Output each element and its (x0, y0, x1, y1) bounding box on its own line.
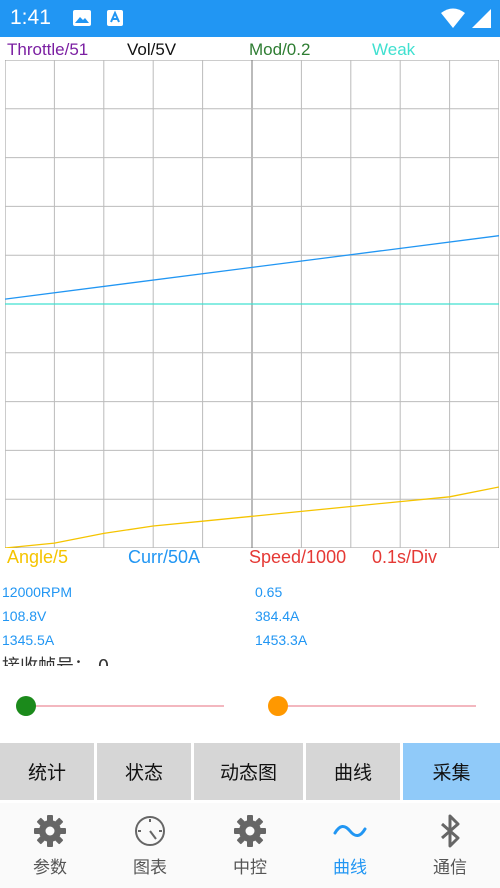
nav-charts-label: 图表 (133, 858, 167, 878)
reading-modulation: 0.65 (255, 584, 283, 600)
chart-series (5, 235, 499, 548)
gauge-icon (135, 816, 165, 846)
gear-icon (34, 815, 66, 847)
reading-current-c: 1453.3A (255, 632, 308, 648)
reading-rpm: 12000RPM (2, 584, 73, 600)
slider-left-thumb[interactable] (16, 696, 36, 716)
legend-speed: Speed/1000 (249, 547, 347, 567)
stats-button[interactable]: 统计 (0, 743, 94, 800)
frame-count-label: 接收帧号： 0 (2, 652, 109, 666)
slider-right-thumb[interactable] (268, 696, 288, 716)
dynamic-chart-button[interactable]: 动态图 (194, 743, 303, 800)
slider-left-track[interactable] (26, 705, 224, 707)
status-button[interactable]: 状态 (97, 743, 191, 800)
nav-curve[interactable]: 曲线 (300, 803, 400, 888)
legend-current: Curr/50A (128, 547, 201, 567)
signal-icon (472, 9, 491, 28)
status-bar: 1:41 (0, 0, 500, 37)
image-icon (73, 10, 91, 26)
bluetooth-icon (441, 814, 460, 848)
legend-throttle: Throttle/51 (7, 40, 89, 59)
status-time: 1:41 (10, 6, 51, 29)
slider-left[interactable] (16, 696, 224, 716)
slider-right-track[interactable] (278, 705, 476, 707)
legend-weak: Weak (372, 40, 416, 59)
legend-modulation: Mod/0.2 (249, 40, 311, 59)
readings-panel: 12000RPM 0.65 108.8V 384.4A 1345.5A 1453… (0, 578, 500, 666)
wifi-icon (441, 8, 465, 28)
reading-current-b: 1345.5A (2, 632, 55, 648)
reading-voltage: 108.8V (2, 608, 47, 624)
slider-right[interactable] (268, 696, 476, 716)
series-line-curr (5, 235, 499, 300)
capture-button[interactable]: 采集 (403, 743, 500, 800)
legend-angle: Angle/5 (7, 547, 69, 567)
nav-comm-label: 通信 (433, 858, 467, 878)
curve-button[interactable]: 曲线 (306, 743, 400, 800)
nav-params[interactable]: 参数 (0, 803, 100, 888)
nav-charts[interactable]: 图表 (100, 803, 200, 888)
series-line-angle (5, 486, 499, 548)
legend-voltage: Vol/5V (127, 40, 177, 59)
nav-comm[interactable]: 通信 (400, 803, 500, 888)
reading-current-a: 384.4A (255, 608, 300, 624)
bottom-nav: 参数 图表 中控 曲线 通信 (0, 803, 500, 888)
oscilloscope-chart (5, 60, 499, 548)
nav-control[interactable]: 中控 (200, 803, 300, 888)
nav-curve-label: 曲线 (333, 858, 367, 878)
legend-timebase: 0.1s/Div (372, 547, 438, 567)
wave-icon (333, 825, 367, 837)
nav-control-label: 中控 (233, 858, 267, 878)
gear-icon (234, 815, 266, 847)
app-notification-icon (107, 10, 123, 26)
nav-params-label: 参数 (33, 858, 67, 878)
